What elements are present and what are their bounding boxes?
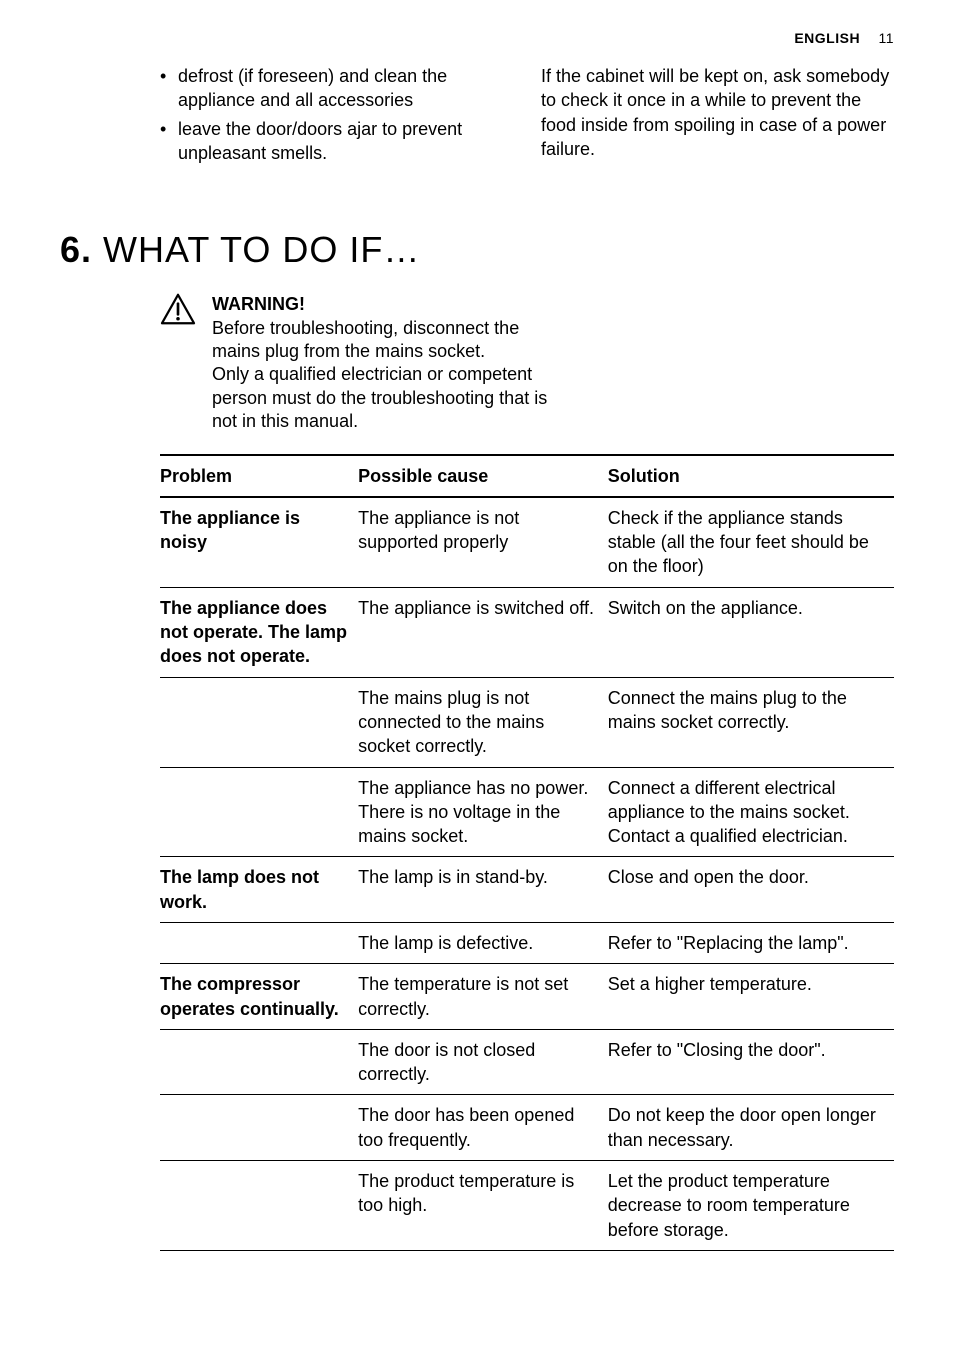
- cell-cause: The product temperature is too high.: [358, 1161, 608, 1251]
- cell-problem: [160, 1095, 358, 1161]
- cell-problem: The lamp does not work.: [160, 857, 358, 923]
- table-row: The lamp does not work.The lamp is in st…: [160, 857, 894, 923]
- cell-solution: Close and open the door.: [608, 857, 894, 923]
- intro-columns: defrost (if foreseen) and clean the appl…: [60, 64, 894, 169]
- cell-problem: [160, 767, 358, 857]
- cell-solution: Refer to "Replacing the lamp".: [608, 922, 894, 963]
- warning-line-1: Before troubleshooting, disconnect the m…: [212, 317, 550, 364]
- header-problem: Problem: [160, 455, 358, 497]
- table-header-row: Problem Possible cause Solution: [160, 455, 894, 497]
- cell-solution: Connect a different electrical appliance…: [608, 767, 894, 857]
- cell-solution: Connect the mains plug to the mains sock…: [608, 677, 894, 767]
- cell-solution: Refer to "Closing the door".: [608, 1029, 894, 1095]
- table-row: The appliance is noisyThe appliance is n…: [160, 497, 894, 587]
- troubleshooting-table: Problem Possible cause Solution The appl…: [160, 454, 894, 1251]
- table-row: The mains plug is not connected to the m…: [160, 677, 894, 767]
- warning-text: WARNING! Before troubleshooting, disconn…: [212, 293, 550, 433]
- cell-solution: Let the product temperature decrease to …: [608, 1161, 894, 1251]
- table-row: The appliance does not operate. The lamp…: [160, 587, 894, 677]
- cell-problem: The compressor operates continually.: [160, 964, 358, 1030]
- cell-cause: The appliance is switched off.: [358, 587, 608, 677]
- intro-left-column: defrost (if foreseen) and clean the appl…: [160, 64, 513, 169]
- cell-problem: [160, 677, 358, 767]
- cell-cause: The door has been opened too frequently.: [358, 1095, 608, 1161]
- table-row: The lamp is defective.Refer to "Replacin…: [160, 922, 894, 963]
- section-number: 6.: [60, 229, 92, 270]
- cell-cause: The lamp is in stand-by.: [358, 857, 608, 923]
- intro-bullet-list: defrost (if foreseen) and clean the appl…: [160, 64, 513, 165]
- page-header: ENGLISH 11: [60, 30, 894, 46]
- intro-right-column: If the cabinet will be kept on, ask some…: [541, 64, 894, 169]
- cell-problem: The appliance does not operate. The lamp…: [160, 587, 358, 677]
- cell-solution: Check if the appliance stands stable (al…: [608, 497, 894, 587]
- cell-problem: [160, 1029, 358, 1095]
- header-language: ENGLISH: [794, 30, 860, 46]
- cell-problem: The appliance is noisy: [160, 497, 358, 587]
- warning-label: WARNING!: [212, 293, 550, 316]
- cell-cause: The temperature is not set correctly.: [358, 964, 608, 1030]
- header-cause: Possible cause: [358, 455, 608, 497]
- cell-problem: [160, 922, 358, 963]
- list-item: defrost (if foreseen) and clean the appl…: [160, 64, 513, 113]
- warning-line-2: Only a qualified electrician or competen…: [212, 363, 550, 433]
- table-row: The compressor operates continually.The …: [160, 964, 894, 1030]
- intro-paragraph: If the cabinet will be kept on, ask some…: [541, 66, 889, 159]
- cell-solution: Set a higher temperature.: [608, 964, 894, 1030]
- header-solution: Solution: [608, 455, 894, 497]
- cell-cause: The appliance has no power. There is no …: [358, 767, 608, 857]
- cell-solution: Do not keep the door open longer than ne…: [608, 1095, 894, 1161]
- cell-problem: [160, 1161, 358, 1251]
- header-page-number: 11: [878, 30, 894, 46]
- cell-cause: The mains plug is not connected to the m…: [358, 677, 608, 767]
- cell-solution: Switch on the appliance.: [608, 587, 894, 677]
- warning-block: WARNING! Before troubleshooting, disconn…: [160, 293, 550, 433]
- warning-triangle-icon: [160, 293, 196, 325]
- cell-cause: The appliance is not supported properly: [358, 497, 608, 587]
- section-heading: 6. WHAT TO DO IF…: [60, 229, 894, 271]
- cell-cause: The door is not closed correctly.: [358, 1029, 608, 1095]
- table-row: The door is not closed correctly.Refer t…: [160, 1029, 894, 1095]
- list-item: leave the door/doors ajar to prevent unp…: [160, 117, 513, 166]
- table-row: The appliance has no power. There is no …: [160, 767, 894, 857]
- cell-cause: The lamp is defective.: [358, 922, 608, 963]
- table-body: The appliance is noisyThe appliance is n…: [160, 497, 894, 1251]
- table-row: The door has been opened too frequently.…: [160, 1095, 894, 1161]
- section-title-text: WHAT TO DO IF…: [103, 229, 420, 270]
- table-row: The product temperature is too high.Let …: [160, 1161, 894, 1251]
